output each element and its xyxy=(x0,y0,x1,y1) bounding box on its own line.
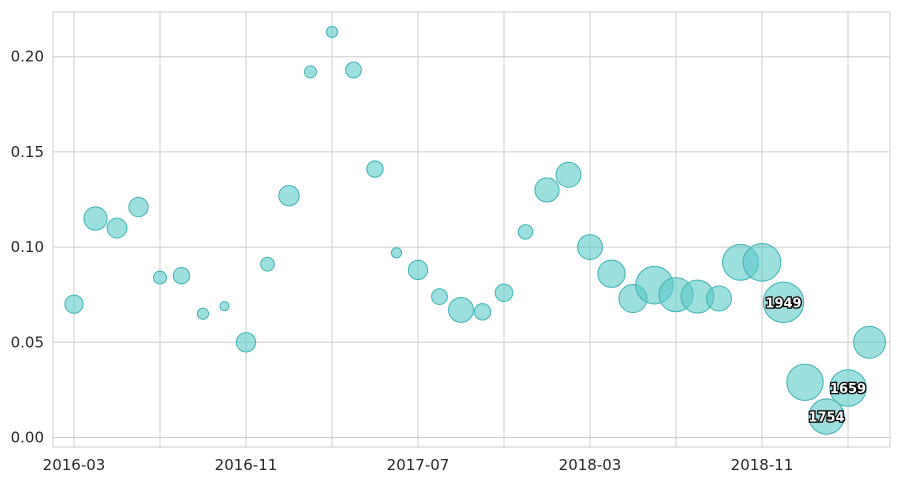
data-point xyxy=(494,283,514,303)
data-point xyxy=(762,281,805,324)
data-point xyxy=(853,325,886,359)
data-label: 1949 xyxy=(765,296,801,311)
x-tick-label: 2018-11 xyxy=(731,456,794,474)
data-point xyxy=(219,301,230,312)
y-tick-label: 0.20 xyxy=(11,48,44,66)
data-point xyxy=(325,25,339,39)
data-label: 1754 xyxy=(808,411,844,426)
data-point xyxy=(128,196,149,218)
data-point xyxy=(517,224,534,240)
data-point xyxy=(366,160,384,178)
data-point xyxy=(83,206,108,231)
data-point xyxy=(196,307,210,320)
data-point xyxy=(407,259,429,281)
data-labels: 1949 1754 1659 xyxy=(764,295,867,427)
data-point xyxy=(706,285,732,312)
data-point xyxy=(345,61,362,79)
data-point xyxy=(278,185,300,207)
data-point xyxy=(786,363,824,401)
data-point xyxy=(473,303,492,321)
data-point xyxy=(303,65,318,79)
x-tick-label: 2016-03 xyxy=(43,456,106,474)
plot-area xyxy=(52,11,891,448)
data-point xyxy=(260,256,275,272)
data-point xyxy=(153,270,167,285)
data-point xyxy=(390,247,403,259)
data-point xyxy=(555,161,582,188)
y-tick-label: 0.10 xyxy=(11,238,44,256)
x-tick-label: 2016-11 xyxy=(215,456,278,474)
data-label: 1659 xyxy=(830,382,866,397)
y-axis-ticks: 0.00 0.05 0.10 0.15 0.20 xyxy=(11,48,44,447)
data-point xyxy=(106,217,128,239)
data-point xyxy=(64,294,84,314)
data-point xyxy=(448,296,474,323)
x-tick-label: 2018-03 xyxy=(559,456,622,474)
data-point xyxy=(829,369,867,407)
data-points xyxy=(64,25,886,435)
y-tick-label: 0.15 xyxy=(11,143,44,161)
data-point xyxy=(534,177,560,203)
data-point xyxy=(431,288,448,305)
data-point xyxy=(577,234,603,261)
x-axis-ticks: 2016-03 2016-11 2017-07 2018-03 2018-11 xyxy=(43,456,794,474)
data-point xyxy=(597,259,626,288)
data-point xyxy=(172,266,191,285)
data-point xyxy=(235,332,257,353)
y-tick-label: 0.00 xyxy=(11,429,44,447)
x-tick-label: 2017-07 xyxy=(387,456,450,474)
data-point xyxy=(808,398,845,435)
y-tick-label: 0.05 xyxy=(11,333,44,351)
data-point xyxy=(742,243,782,282)
